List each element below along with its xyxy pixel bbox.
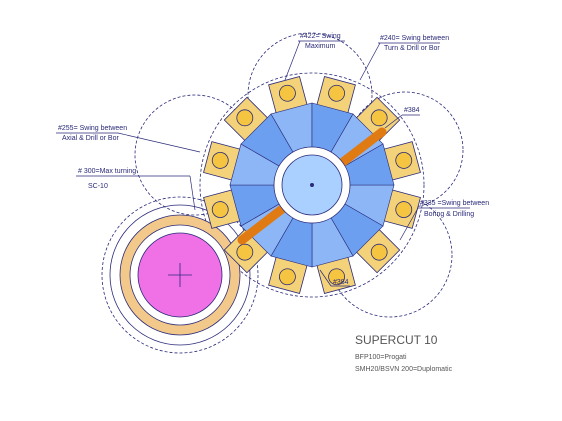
drawing: #422= Swing Maximum #240= Swing between … bbox=[0, 0, 562, 416]
dimension: #384 bbox=[404, 107, 420, 114]
annotation: SC-10 bbox=[88, 183, 108, 190]
annotation: #335 =Swing between bbox=[420, 200, 489, 207]
annotation: Axial & Drill or Bor bbox=[62, 135, 119, 142]
dimension: #384 bbox=[333, 279, 349, 286]
title-line: SMH20/BSVN 200=Duplomatic bbox=[355, 366, 453, 373]
title: SUPERCUT 10 bbox=[355, 333, 438, 347]
annotation: Maximum bbox=[305, 43, 336, 50]
annotation: #255= Swing between bbox=[58, 125, 127, 132]
annotation: #240= Swing between bbox=[380, 35, 449, 42]
annotation: Turn & Drill or Bor bbox=[384, 45, 440, 52]
annotation: # 300=Max turning bbox=[78, 168, 136, 175]
annotation: #422= Swing bbox=[300, 33, 341, 40]
annotation: Boring & Drilling bbox=[424, 211, 474, 218]
title-line: BFP100=Progati bbox=[355, 354, 407, 361]
hub-center bbox=[310, 183, 314, 187]
turret bbox=[204, 77, 421, 294]
